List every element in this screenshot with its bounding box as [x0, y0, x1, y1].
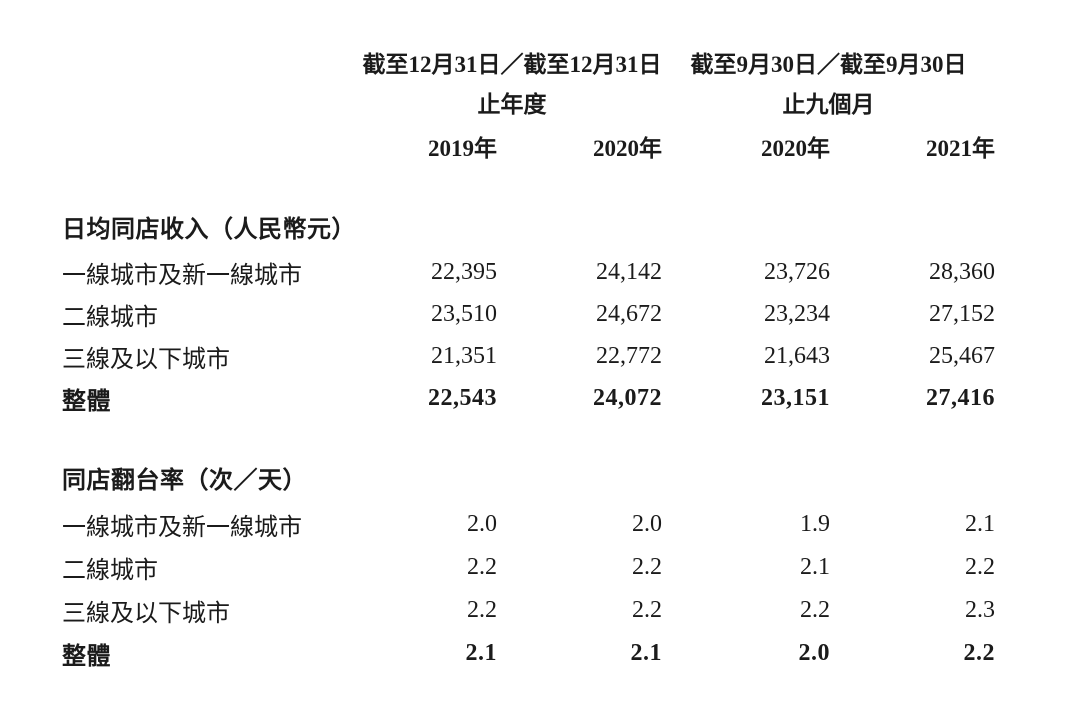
cell-value: 23,510 [431, 300, 497, 327]
row-label: 二線城市 [62, 304, 158, 331]
year-column-2020-annual: 2020年 [593, 136, 662, 161]
cell-value: 24,142 [596, 258, 662, 285]
period-group-nine-months-sub: 止九個月 [782, 92, 875, 117]
cell-value: 21,351 [431, 342, 497, 369]
cell-value: 27,416 [926, 384, 995, 411]
table-header-year-row: 2019年 2020年 2020年 2021年 [62, 133, 995, 165]
cell-value: 22,543 [428, 384, 497, 411]
cell-value: 2.2 [467, 554, 497, 580]
cell-value: 25,467 [929, 342, 995, 369]
table-row-tier1-revenue: 一線城市及新一線城市 22,395 24,142 23,726 28,360 [62, 251, 995, 293]
cell-value: 2.2 [632, 554, 662, 580]
cell-value: 2.2 [632, 597, 662, 623]
section-title-table-turnover-rate: 同店翻台率（次／天） [62, 468, 307, 494]
cell-value: 27,152 [929, 300, 995, 327]
row-label: 一線城市及新一線城市 [62, 515, 302, 541]
table-row-tier2-turnover: 二線城市 2.2 2.2 2.1 2.2 [62, 546, 995, 589]
cell-value: 2.0 [632, 511, 662, 537]
table-row-tier3-turnover: 三線及以下城市 2.2 2.2 2.2 2.3 [62, 589, 995, 632]
table-header-period-row: 截至12月31日／截至12月31日 截至9月30日／截至9月30日 [62, 49, 995, 81]
year-column-2020-nine-months: 2020年 [761, 136, 830, 161]
table-row-overall-turnover: 整體 2.1 2.1 2.0 2.2 [62, 632, 995, 675]
row-label: 一線城市及新一線城市 [62, 262, 302, 289]
cell-value: 2.2 [965, 554, 995, 580]
cell-value: 2.1 [630, 640, 662, 666]
cell-value: 23,726 [764, 258, 830, 285]
cell-value: 2.1 [465, 640, 497, 666]
year-column-2019: 2019年 [428, 136, 497, 161]
period-group-nine-months: 截至9月30日／截至9月30日 [690, 52, 967, 77]
row-label: 三線及以下城市 [62, 346, 230, 373]
cell-value: 2.2 [963, 640, 995, 666]
row-label: 三線及以下城市 [62, 601, 230, 627]
section-title-same-store-revenue: 日均同店收入（人民幣元） [62, 217, 356, 243]
cell-value: 2.2 [467, 597, 497, 623]
cell-value: 21,643 [764, 342, 830, 369]
cell-value: 23,234 [764, 300, 830, 327]
table-row-tier3-revenue: 三線及以下城市 21,351 22,772 21,643 25,467 [62, 335, 995, 377]
cell-value: 1.9 [800, 511, 830, 537]
cell-value: 2.1 [965, 511, 995, 537]
cell-value: 2.1 [800, 554, 830, 580]
table-row-tier2-revenue: 二線城市 23,510 24,672 23,234 27,152 [62, 293, 995, 335]
period-group-annual: 截至12月31日／截至12月31日 [362, 52, 662, 77]
cell-value: 23,151 [761, 384, 830, 411]
cell-value: 28,360 [929, 258, 995, 285]
row-label: 整體 [62, 388, 111, 415]
table-row-overall-revenue: 整體 22,543 24,072 23,151 27,416 [62, 377, 995, 419]
cell-value: 2.2 [800, 597, 830, 623]
row-label: 整體 [62, 644, 111, 670]
period-group-annual-sub: 止年度 [477, 92, 547, 117]
table-header-period-subrow: 止年度 止九個月 [62, 89, 995, 121]
cell-value: 24,072 [593, 384, 662, 411]
table-row-tier1-turnover: 一線城市及新一線城市 2.0 2.0 1.9 2.1 [62, 503, 995, 546]
year-column-2021: 2021年 [926, 136, 995, 161]
cell-value: 2.3 [965, 597, 995, 623]
cell-value: 22,395 [431, 258, 497, 285]
cell-value: 2.0 [467, 511, 497, 537]
cell-value: 22,772 [596, 342, 662, 369]
cell-value: 2.0 [798, 640, 830, 666]
row-label: 二線城市 [62, 558, 158, 584]
cell-value: 24,672 [596, 300, 662, 327]
